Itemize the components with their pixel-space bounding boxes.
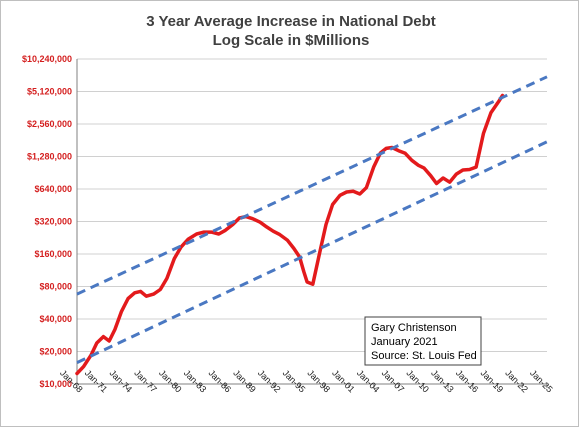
x-tick-label: Jan-74 xyxy=(108,368,135,395)
y-tick-label: $10,240,000 xyxy=(22,54,72,64)
x-tick-label: Jan-98 xyxy=(305,368,332,395)
x-tick-label: Jan-92 xyxy=(256,368,283,395)
y-tick-label: $320,000 xyxy=(34,217,72,227)
x-axis-tick-labels: Jan-68Jan-71Jan-74Jan-77Jan-80Jan-83Jan-… xyxy=(58,368,555,395)
lower-trend-line xyxy=(76,140,548,364)
series xyxy=(75,75,548,376)
x-tick-label: Jan-95 xyxy=(281,368,308,395)
source-note: Gary Christenson January 2021 Source: St… xyxy=(364,316,482,366)
x-tick-label: Jan-19 xyxy=(479,368,506,395)
x-tick-label: Jan-10 xyxy=(404,368,431,395)
x-tick-label: Jan-25 xyxy=(528,368,555,395)
x-tick-label: Jan-22 xyxy=(503,368,530,395)
axes xyxy=(76,59,548,388)
y-tick-label: $20,000 xyxy=(39,347,72,357)
y-tick-label: $40,000 xyxy=(39,314,72,324)
y-tick-label: $1,280,000 xyxy=(27,152,72,162)
x-tick-label: Jan-77 xyxy=(132,368,159,395)
note-date: January 2021 xyxy=(371,336,438,348)
chart-title: 3 Year Average Increase in National Debt xyxy=(146,13,436,30)
y-tick-label: $80,000 xyxy=(39,282,72,292)
y-tick-label: $160,000 xyxy=(34,249,72,259)
gridlines xyxy=(77,58,547,385)
x-tick-label: Jan-13 xyxy=(429,368,456,395)
x-tick-label: Jan-01 xyxy=(330,368,357,395)
y-axis-tick-labels: $10,000 $20,000 $40,000 $80,000 $160,000 $320… xyxy=(22,54,72,389)
x-tick-label: Jan-89 xyxy=(231,368,258,395)
chart-subtitle: Log Scale in $Millions xyxy=(213,32,370,49)
source-note-box xyxy=(364,316,482,366)
x-tick-label: Jan-86 xyxy=(207,368,234,395)
y-tick-label: $10,000 xyxy=(39,379,72,389)
upper-trend-line xyxy=(76,75,548,296)
note-author: Gary Christenson xyxy=(371,322,457,334)
x-tick-label: Jan-83 xyxy=(182,368,209,395)
x-tick-label: Jan-71 xyxy=(83,368,110,395)
y-tick-label: $5,120,000 xyxy=(27,87,72,97)
x-tick-label: Jan-80 xyxy=(157,368,184,395)
note-source: Source: St. Louis Fed xyxy=(371,350,477,362)
debt-increase-line xyxy=(75,93,505,376)
x-tick-label: Jan-07 xyxy=(380,368,407,395)
x-tick-label: Jan-16 xyxy=(454,368,481,395)
y-tick-label: $640,000 xyxy=(34,184,72,194)
x-tick-label: Jan-04 xyxy=(355,368,382,395)
y-tick-label: $2,560,000 xyxy=(27,119,72,129)
